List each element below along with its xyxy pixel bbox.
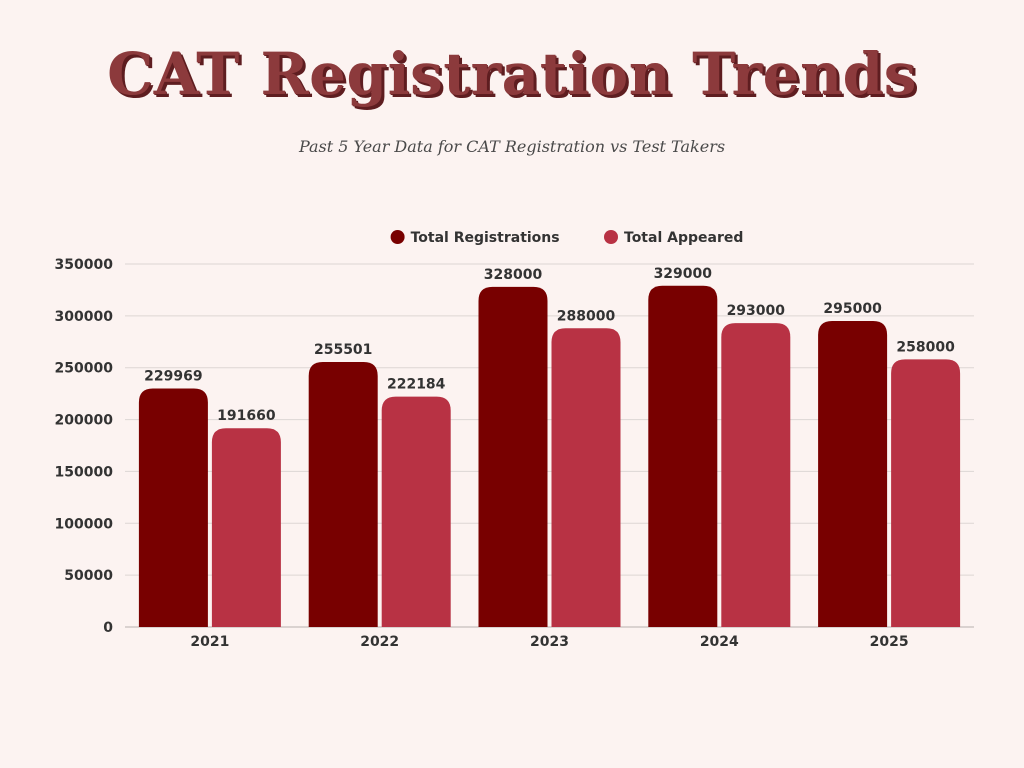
x-tick-label: 2022 <box>360 634 399 650</box>
chart-title: CAT Registration Trends <box>107 40 917 108</box>
data-label: 329000 <box>654 266 713 282</box>
data-label: 255501 <box>314 342 372 358</box>
data-label: 328000 <box>484 267 543 283</box>
x-tick-label: 2021 <box>190 634 229 650</box>
bar <box>721 323 791 627</box>
y-axis-ticks: 0 50000 100000 150000 200000 250000 300000 3500… <box>55 257 114 636</box>
bar <box>211 428 281 627</box>
bar <box>818 321 888 627</box>
y-tick-label: 200000 <box>55 413 114 429</box>
x-tick-label: 2024 <box>700 634 739 650</box>
bar <box>138 388 208 627</box>
bar <box>551 328 621 627</box>
legend-swatch <box>390 230 405 244</box>
data-label: 191660 <box>217 408 276 424</box>
bar <box>308 362 378 627</box>
data-label: 229969 <box>144 368 202 384</box>
data-label: 293000 <box>727 303 786 319</box>
y-tick-label: 300000 <box>55 309 114 325</box>
legend-label: Total Registrations <box>411 230 560 246</box>
chart-subtitle: Past 5 Year Data for CAT Registration vs… <box>298 137 726 156</box>
data-labels: 229969 191660 255501 222184 328000 288000 3290… <box>144 266 955 424</box>
legend-swatch <box>604 230 618 244</box>
chart-legend: Total Registrations Total Appeared <box>390 230 743 246</box>
y-tick-label: 100000 <box>55 516 114 532</box>
x-tick-label: 2023 <box>530 634 569 650</box>
bar <box>478 286 548 627</box>
data-label: 288000 <box>557 308 616 324</box>
bars <box>138 285 961 627</box>
y-tick-label: 150000 <box>55 464 114 480</box>
x-axis-ticks: 2021 2022 2023 2024 2025 <box>190 634 908 650</box>
bar <box>891 359 961 627</box>
y-tick-label: 50000 <box>64 568 113 584</box>
legend-label: Total Appeared <box>624 230 743 246</box>
y-tick-label: 0 <box>103 620 113 636</box>
data-label: 222184 <box>387 377 446 393</box>
y-tick-label: 250000 <box>55 361 114 377</box>
data-label: 258000 <box>896 339 955 355</box>
data-label: 295000 <box>823 301 882 317</box>
bar <box>648 285 718 627</box>
x-tick-label: 2025 <box>870 634 909 650</box>
bar <box>381 396 451 627</box>
y-tick-label: 350000 <box>55 257 114 273</box>
